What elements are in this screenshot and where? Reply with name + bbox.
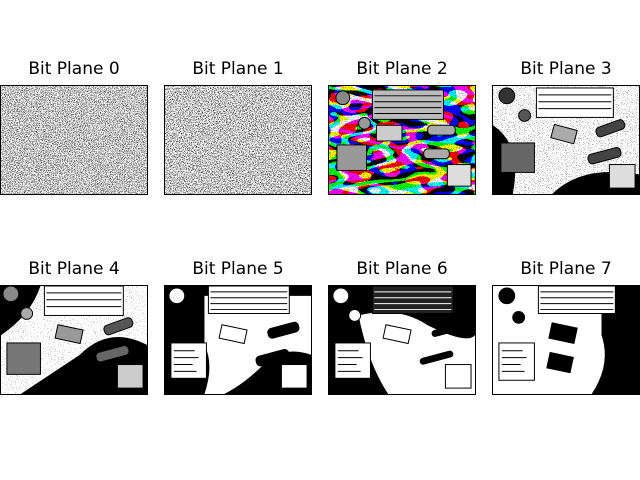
panel-title-6: Bit Plane 6 [356, 259, 448, 279]
swirl-texture [329, 86, 475, 194]
bit-plane-2-image [328, 85, 476, 195]
bit-plane-6-image [328, 285, 476, 395]
bit-plane-4-image [0, 285, 148, 395]
bit-plane-1-image [164, 85, 312, 195]
bit-plane-7-image [492, 285, 640, 395]
noise-texture [165, 86, 311, 194]
desk-scene [493, 86, 639, 194]
panel-title-0: Bit Plane 0 [28, 59, 120, 79]
panel-title-5: Bit Plane 5 [192, 259, 284, 279]
panel-title-2: Bit Plane 2 [356, 59, 448, 79]
panel-title-7: Bit Plane 7 [520, 259, 612, 279]
panel-title-3: Bit Plane 3 [520, 59, 612, 79]
desk-scene [1, 286, 147, 394]
desk-scene [493, 286, 639, 394]
bit-plane-0-image [0, 85, 148, 195]
bit-plane-5-image [164, 285, 312, 395]
bit-plane-3-image [492, 85, 640, 195]
panel-title-1: Bit Plane 1 [192, 59, 284, 79]
desk-scene [165, 286, 311, 394]
desk-scene [329, 286, 475, 394]
panel-title-4: Bit Plane 4 [28, 259, 120, 279]
noise-texture [1, 86, 147, 194]
